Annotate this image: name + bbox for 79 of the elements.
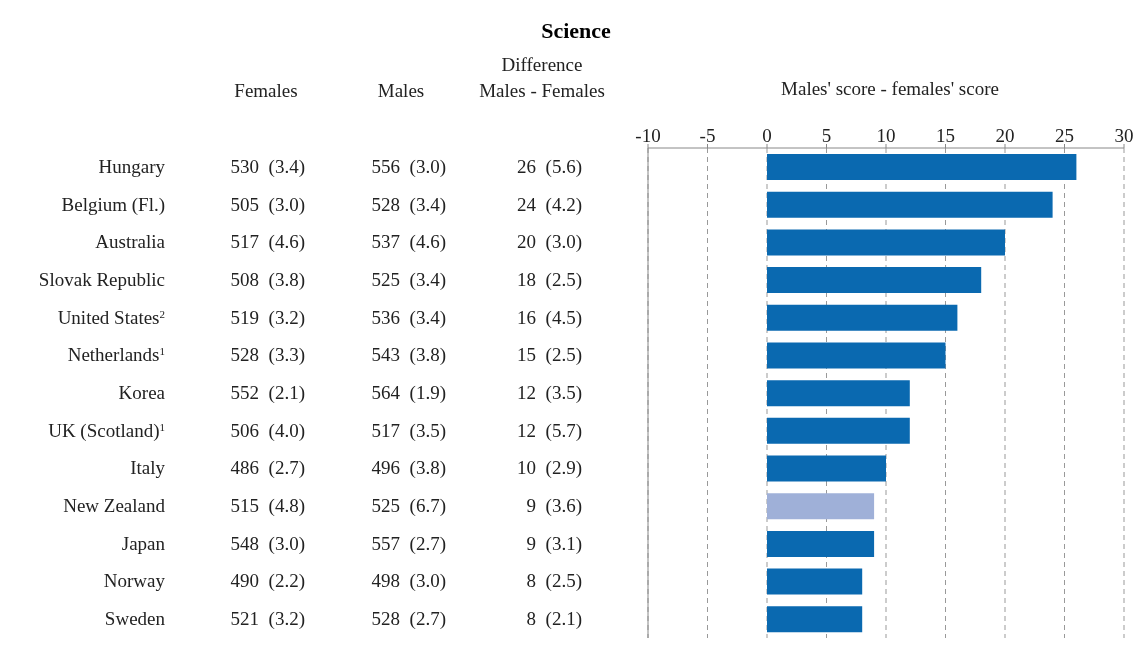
bar bbox=[767, 304, 958, 331]
bar bbox=[767, 380, 910, 407]
y-tick-label: New Zealand bbox=[63, 495, 166, 517]
bar bbox=[767, 417, 910, 444]
bar bbox=[767, 493, 875, 520]
text: 519 (3.2) bbox=[230, 306, 305, 329]
bar bbox=[767, 154, 1077, 180]
text: 556 (3.0) bbox=[371, 155, 446, 178]
x2-tick-label: 25 bbox=[1055, 125, 1074, 146]
y-tick-label: United States$^{2}$ bbox=[57, 306, 165, 328]
text: Science bbox=[540, 18, 612, 44]
bar bbox=[767, 530, 875, 557]
y-tick-label: Netherlands$^{1}$ bbox=[67, 344, 165, 366]
data-label: 8 (2.5) bbox=[526, 570, 582, 593]
x2-tick-label: 30 bbox=[1114, 125, 1134, 146]
text: 548 (3.0) bbox=[230, 532, 305, 555]
data-label: 24 (4.2) bbox=[517, 193, 582, 216]
bar bbox=[767, 191, 1053, 218]
text: 508 (3.8) bbox=[230, 268, 305, 291]
text: 506 (4.0) bbox=[230, 419, 305, 442]
y-tick-label: UK (Scotland)$^{1}$ bbox=[48, 419, 165, 442]
bar bbox=[767, 267, 982, 294]
text: 564 (1.9) bbox=[371, 382, 446, 404]
x2-tick-label: 10 bbox=[876, 125, 896, 146]
text: 528 (3.4) bbox=[371, 193, 446, 216]
y-tick-label: Australia bbox=[95, 231, 166, 253]
text: 490 (2.2) bbox=[230, 570, 305, 593]
data-label: 12 (5.7) bbox=[517, 419, 582, 442]
x2-tick-label: 15 bbox=[936, 125, 955, 146]
data-label: 16 (4.5) bbox=[517, 306, 582, 329]
text: 537 (4.6) bbox=[371, 231, 446, 254]
x2-tick-label: -5 bbox=[699, 125, 716, 146]
text: 543 (3.8) bbox=[371, 344, 446, 367]
text: 505 (3.0) bbox=[230, 193, 305, 216]
data-label: 12 (3.5) bbox=[517, 382, 582, 404]
text: 525 (6.7) bbox=[371, 495, 446, 518]
text: Difference Males - Females bbox=[478, 53, 606, 103]
text: 517 (3.5) bbox=[371, 419, 446, 442]
text: 552 (2.1) bbox=[230, 382, 305, 404]
bar bbox=[767, 606, 863, 633]
y-tick-label: Sweden bbox=[104, 608, 166, 630]
x2-tick-label: 0 bbox=[762, 125, 772, 146]
y-tick-label: Slovak Republic bbox=[38, 268, 165, 290]
text: Females bbox=[233, 79, 299, 103]
x2-axis-title: Males' score - females' score bbox=[780, 78, 1000, 100]
text: 496 (3.8) bbox=[371, 457, 446, 480]
y-tick-label: Belgium (Fl.) bbox=[61, 193, 165, 216]
text: 517 (4.6) bbox=[230, 231, 305, 254]
text: 536 (3.4) bbox=[371, 306, 446, 329]
data-label: 20 (3.0) bbox=[517, 231, 582, 254]
data-label: 15 (2.5) bbox=[517, 344, 582, 367]
y-tick-label: Hungary bbox=[98, 155, 166, 177]
data-label: 10 (2.9) bbox=[517, 457, 582, 480]
text: 557 (2.7) bbox=[371, 532, 446, 555]
data-label: 18 (2.5) bbox=[517, 268, 582, 291]
text: 521 (3.2) bbox=[230, 608, 305, 631]
text: Males bbox=[377, 80, 425, 101]
text: 530 (3.4) bbox=[230, 155, 305, 178]
data-label: 26 (5.6) bbox=[517, 155, 582, 178]
y-tick-label: Norway bbox=[103, 570, 166, 592]
bar bbox=[767, 568, 863, 595]
y-tick-label: Italy bbox=[130, 457, 166, 479]
x2-tick-label: 20 bbox=[995, 125, 1015, 146]
x2-tick-label: -10 bbox=[635, 125, 661, 146]
text: 528 (2.7) bbox=[371, 608, 446, 631]
bar bbox=[767, 229, 1005, 256]
text: 525 (3.4) bbox=[371, 268, 446, 291]
y-tick-label: Japan bbox=[121, 532, 166, 554]
text: 486 (2.7) bbox=[230, 457, 305, 480]
data-label: 8 (2.1) bbox=[526, 608, 582, 631]
text: 515 (4.8) bbox=[230, 495, 305, 518]
y-tick-label: Korea bbox=[118, 382, 166, 403]
bar bbox=[767, 455, 886, 482]
text: 498 (3.0) bbox=[371, 570, 446, 593]
data-label: 9 (3.1) bbox=[526, 532, 582, 555]
data-label: 9 (3.6) bbox=[526, 495, 582, 518]
bar bbox=[767, 342, 946, 369]
x2-tick-label: 5 bbox=[821, 125, 832, 146]
text: 528 (3.3) bbox=[230, 344, 305, 367]
